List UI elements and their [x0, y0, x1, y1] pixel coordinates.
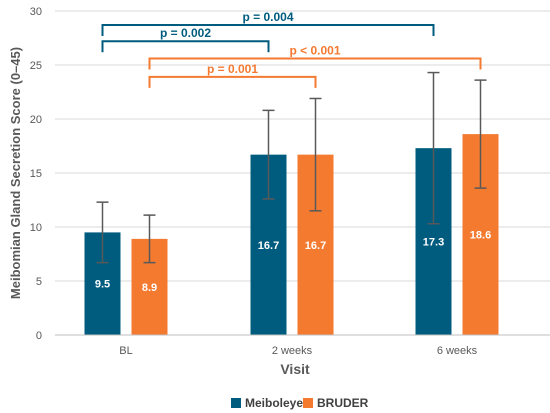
significance-bracket	[101, 40, 270, 53]
x-tick-label: BL	[119, 345, 132, 357]
legend-swatch	[231, 398, 241, 408]
significance-label: p = 0.002	[160, 26, 211, 40]
data-labels: 9.5 16.7 17.3 8.9 16.7 18.6	[95, 230, 491, 294]
data-label: 9.5	[95, 279, 110, 291]
legend: Meiboleyes BRUDER	[231, 396, 369, 410]
x-axis-title: Visit	[280, 361, 310, 377]
legend-label: Meiboleyes	[245, 396, 310, 410]
y-axis-title: Meibomian Gland Secretion Score (0–45)	[8, 47, 23, 299]
data-label: 18.6	[470, 230, 491, 242]
data-label: 17.3	[423, 237, 444, 249]
significance-bracket	[148, 57, 482, 70]
y-tick-label: 5	[36, 276, 42, 288]
significance-bracket	[101, 24, 435, 37]
data-label: 16.7	[258, 240, 279, 252]
significance-label: p = 0.004	[242, 10, 293, 24]
significance-bracket	[148, 75, 317, 88]
x-axis-ticks: BL 2 weeks 6 weeks	[119, 345, 477, 357]
y-tick-label: 20	[30, 114, 42, 126]
significance-brackets: p = 0.004 p = 0.002 p < 0.001 p = 0.001	[101, 10, 482, 88]
bars	[84, 134, 499, 335]
y-tick-label: 0	[36, 330, 42, 342]
y-axis-ticks: 0 5 10 15 20 25 30	[30, 6, 42, 342]
y-tick-label: 15	[30, 168, 42, 180]
y-tick-label: 30	[30, 6, 42, 18]
data-label: 16.7	[305, 240, 326, 252]
legend-swatch	[303, 398, 313, 408]
y-tick-label: 10	[30, 222, 42, 234]
y-tick-label: 25	[30, 60, 42, 72]
significance-label: p = 0.001	[207, 62, 258, 76]
error-bars	[96, 71, 487, 264]
data-label: 8.9	[142, 282, 157, 294]
x-tick-label: 6 weeks	[437, 345, 478, 357]
legend-label: BRUDER	[317, 396, 369, 410]
x-tick-label: 2 weeks	[272, 345, 313, 357]
significance-label: p < 0.001	[289, 44, 340, 58]
